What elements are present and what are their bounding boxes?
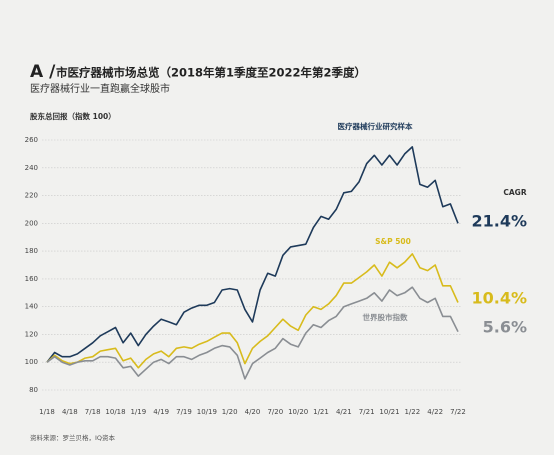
cagr-value: 10.4% bbox=[471, 289, 527, 308]
x-tick-label: 1/18 bbox=[39, 408, 55, 416]
x-tick-label: 4/19 bbox=[153, 408, 169, 416]
x-tick-label: 1/20 bbox=[222, 408, 238, 416]
source: 资料来源：罗兰贝格，IQ资本 bbox=[30, 433, 116, 442]
series-label: S&P 500 bbox=[375, 237, 411, 246]
y-tick-label: 260 bbox=[25, 136, 38, 144]
y-tick-label: 80 bbox=[29, 386, 38, 394]
chart-title: 市医疗器械市场总览（2018年第1季度至2022年第2季度） bbox=[56, 66, 366, 80]
x-tick-label: 4/20 bbox=[245, 408, 261, 416]
x-tick-label: 4/22 bbox=[427, 408, 443, 416]
x-tick-label: 1/22 bbox=[404, 408, 420, 416]
y-tick-label: 180 bbox=[25, 247, 38, 255]
x-tick-label: 7/21 bbox=[359, 408, 375, 416]
x-tick-label: 4/18 bbox=[62, 408, 78, 416]
cagr-value: 5.6% bbox=[483, 318, 527, 337]
x-tick-label: 7/19 bbox=[176, 408, 192, 416]
y-tick-label: 120 bbox=[25, 330, 38, 338]
series-line bbox=[46, 286, 459, 380]
title-prefix: A / bbox=[30, 62, 56, 82]
y-tick-label: 160 bbox=[25, 275, 38, 283]
x-tick-label: 10/19 bbox=[197, 408, 217, 416]
cagr-title: CAGR bbox=[503, 188, 526, 197]
y-tick-label: 200 bbox=[25, 219, 38, 227]
x-tick-label: 7/22 bbox=[450, 408, 466, 416]
x-tick-label: 4/21 bbox=[336, 408, 352, 416]
x-tick-label: 10/18 bbox=[105, 408, 125, 416]
y-tick-label: 240 bbox=[25, 164, 38, 172]
subtitle: 医疗器械行业一直跑赢全球股市 bbox=[30, 82, 170, 95]
x-tick-label: 7/20 bbox=[267, 408, 283, 416]
x-tick-label: 10/21 bbox=[379, 408, 399, 416]
series-label: 世界股市指数 bbox=[363, 312, 408, 322]
y-axis-label: 股东总回报（指数 100） bbox=[30, 111, 116, 121]
series-line bbox=[46, 253, 459, 369]
x-tick-label: 10/20 bbox=[288, 408, 308, 416]
cagr-value: 21.4% bbox=[471, 212, 527, 231]
x-tick-label: 1/21 bbox=[313, 408, 329, 416]
y-tick-label: 100 bbox=[25, 358, 38, 366]
y-tick-label: 220 bbox=[25, 192, 38, 200]
y-tick-label: 140 bbox=[25, 303, 38, 311]
x-tick-label: 1/19 bbox=[130, 408, 146, 416]
x-tick-label: 7/18 bbox=[85, 408, 101, 416]
series-label: 医疗器械行业研究样本 bbox=[338, 121, 413, 131]
series-line bbox=[46, 146, 459, 363]
